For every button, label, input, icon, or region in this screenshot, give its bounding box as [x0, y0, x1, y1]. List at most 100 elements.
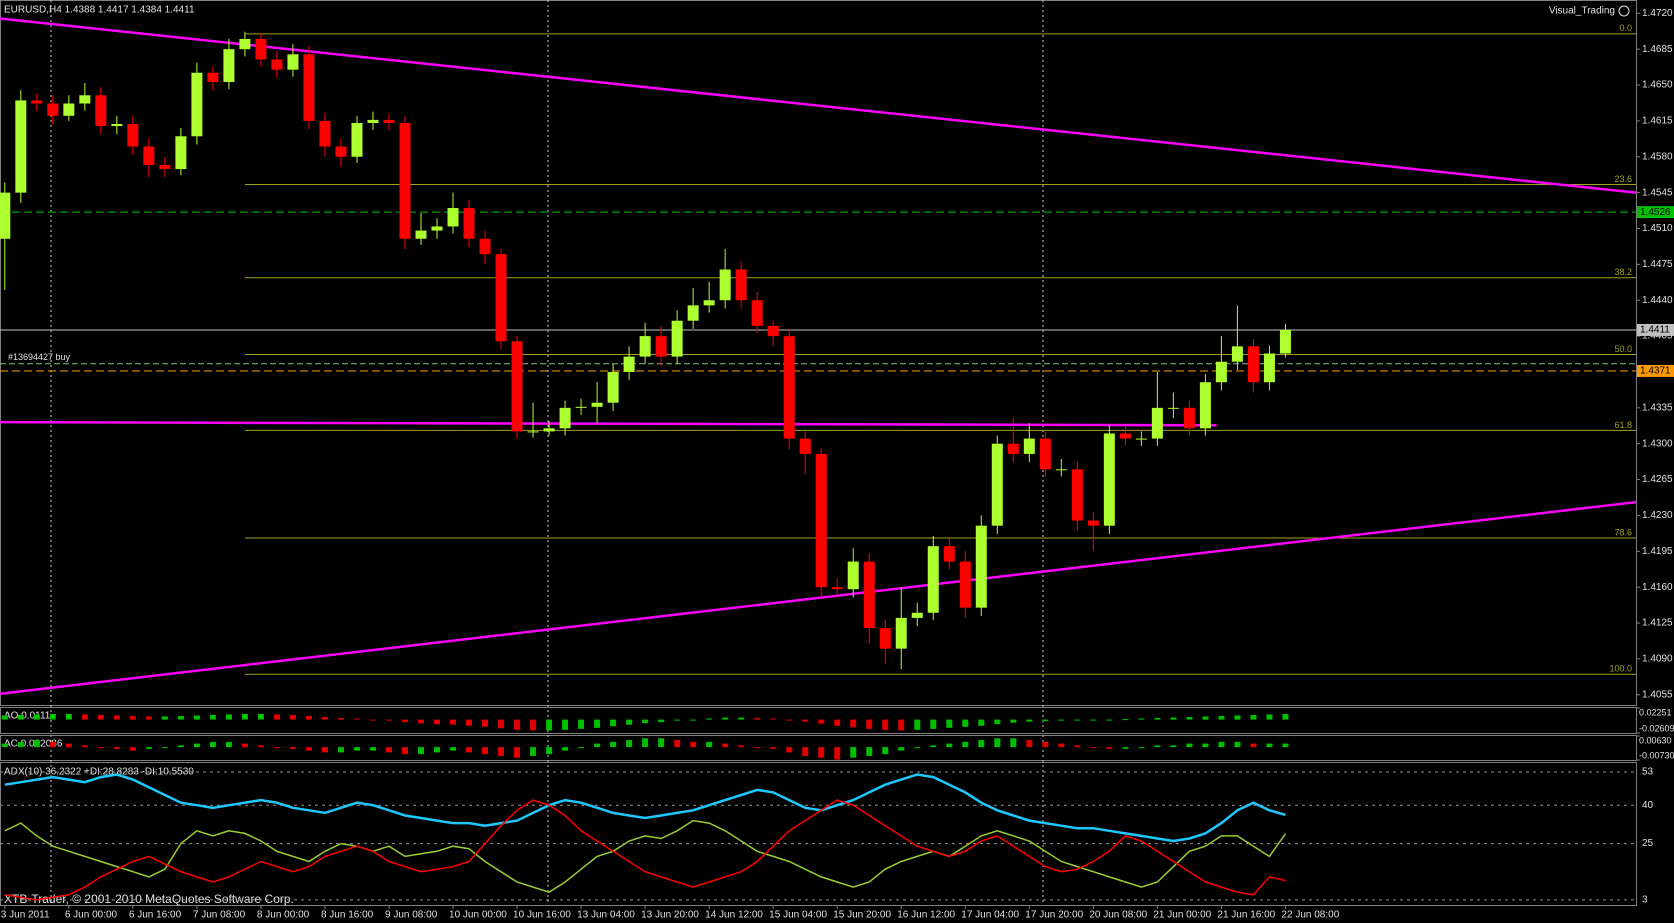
candle-body — [1231, 346, 1243, 362]
histogram-bar — [353, 747, 360, 751]
candle-body — [1263, 353, 1275, 383]
candle-body — [959, 561, 971, 608]
candle-body — [0, 192, 11, 239]
histogram-bar — [978, 719, 985, 726]
x-tick-label: 14 Jun 12:00 — [705, 910, 763, 921]
smiley-icon — [1618, 5, 1630, 17]
histogram-bar — [722, 743, 729, 748]
candle-body — [1279, 329, 1291, 354]
histogram-bar — [962, 741, 969, 748]
histogram-bar — [898, 747, 905, 751]
histogram-bar — [770, 718, 777, 720]
candle-body — [895, 617, 907, 649]
histogram-bar — [1282, 743, 1289, 748]
candle-body — [1119, 433, 1131, 439]
candle-body — [607, 371, 619, 403]
histogram-bar — [1282, 713, 1289, 720]
histogram-bar — [1266, 714, 1273, 720]
candle-body — [1007, 443, 1019, 454]
histogram-bar — [962, 719, 969, 727]
y-tick-label: 1.4300 — [1642, 438, 1673, 449]
histogram-bar — [17, 714, 24, 720]
candle-body — [591, 402, 603, 407]
histogram-bar — [674, 740, 681, 748]
histogram-bar — [49, 713, 56, 720]
x-tick-label: 9 Jun 08:00 — [385, 910, 438, 921]
fib-label: 78.6 — [1614, 527, 1632, 537]
histogram-bar — [562, 747, 569, 751]
histogram-bar — [33, 714, 40, 720]
candle-body — [927, 546, 939, 613]
candle-body — [767, 325, 779, 337]
candle-body — [367, 119, 379, 123]
histogram-bar — [1122, 719, 1129, 721]
histogram-bar — [978, 740, 985, 748]
histogram-bar — [594, 719, 601, 728]
candle-body — [127, 123, 139, 147]
histogram-bar — [690, 719, 697, 721]
histogram-bar — [818, 747, 825, 758]
price-level-box — [1637, 364, 1674, 377]
candle-body — [511, 341, 523, 432]
histogram-bar — [1250, 743, 1257, 748]
histogram-bar — [81, 714, 88, 720]
histogram-bar — [81, 745, 88, 748]
candle-body — [1247, 346, 1259, 383]
histogram-bar — [930, 719, 937, 729]
histogram-bar — [1026, 719, 1033, 722]
candle-body — [191, 72, 203, 137]
candle-body — [543, 428, 555, 432]
histogram-bar — [369, 747, 376, 751]
histogram-bar — [289, 714, 296, 720]
y-tick-label: 1.4195 — [1642, 546, 1673, 557]
panel-frames — [0, 0, 1637, 906]
footer: XTB-Trader, © 2001-2010 MetaQuotes Softw… — [4, 892, 294, 906]
histogram-bar — [401, 719, 408, 723]
fib-label: 61.8 — [1614, 420, 1632, 430]
candle-body — [415, 230, 427, 239]
candle-body — [1199, 382, 1211, 429]
histogram-bar — [241, 743, 248, 748]
histogram-bar — [257, 745, 264, 748]
histogram-bar — [514, 719, 521, 730]
histogram-bar — [193, 715, 200, 720]
x-tick-label: 17 Jun 20:00 — [1025, 910, 1083, 921]
x-tick-label: 22 Jun 08:00 — [1281, 910, 1339, 921]
histogram-bar — [1154, 745, 1161, 748]
histogram-bar — [1234, 741, 1241, 748]
histogram-bar — [97, 747, 104, 749]
candle-body — [1023, 438, 1035, 454]
candle-body — [47, 103, 59, 116]
histogram-bar — [1170, 717, 1177, 720]
histogram-bar — [722, 717, 729, 720]
candle-body — [111, 123, 123, 127]
candle-body — [687, 305, 699, 321]
candle-body — [991, 443, 1003, 526]
y-tick-label: 1.4510 — [1642, 223, 1673, 234]
candle-body — [1071, 469, 1083, 521]
histogram-bar — [690, 741, 697, 748]
histogram-bar — [610, 719, 617, 727]
histogram-bar — [97, 714, 104, 720]
histogram-bar — [466, 719, 473, 726]
histogram-bar — [1106, 747, 1113, 749]
histogram-bar — [1138, 747, 1145, 749]
fib-label: 0.0 — [1619, 23, 1632, 33]
histogram-bar — [1026, 740, 1033, 748]
histogram-bar — [898, 719, 905, 731]
histogram-bar — [642, 738, 649, 748]
histogram-bar — [482, 719, 489, 727]
candle-body — [239, 38, 251, 50]
histogram-bar — [914, 747, 921, 749]
y-tick-label: 1.4055 — [1642, 689, 1673, 700]
histogram-bar — [369, 719, 376, 721]
histogram-bar — [161, 716, 168, 720]
candle-body — [79, 95, 91, 104]
histogram-bar — [626, 719, 633, 725]
histogram-bar — [994, 738, 1001, 748]
candle-body — [399, 122, 411, 239]
watermark: Visual_Trading — [1549, 6, 1615, 17]
x-tick-label: 10 Jun 00:00 — [449, 910, 507, 921]
candle-body — [271, 59, 283, 70]
